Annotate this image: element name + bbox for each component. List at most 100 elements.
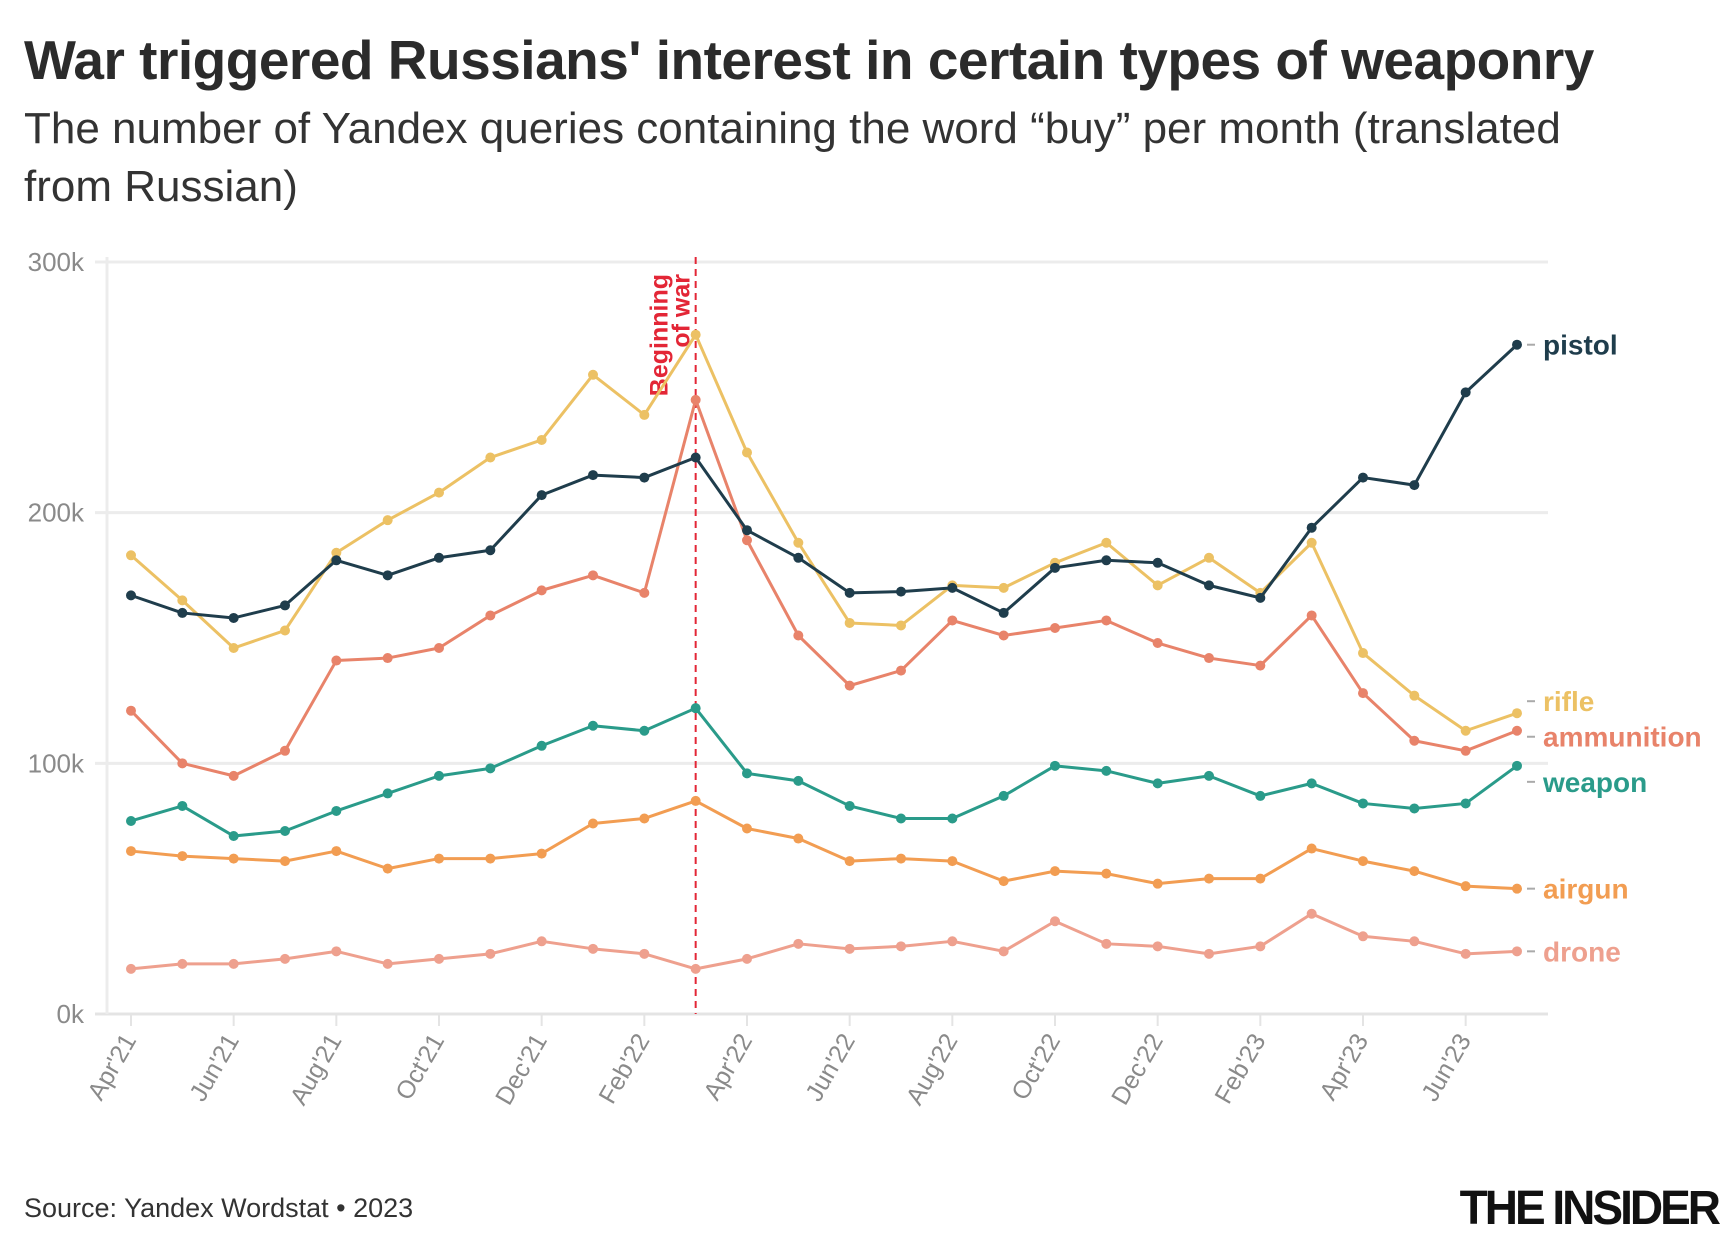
x-tick-label: Apr'21	[82, 1029, 142, 1105]
data-point-drone	[434, 953, 444, 964]
data-point-drone	[947, 936, 958, 947]
data-point-weapon	[1152, 778, 1163, 789]
data-point-weapon	[1512, 760, 1522, 771]
data-point-airgun	[793, 833, 804, 844]
data-point-ammunition	[1512, 725, 1522, 736]
data-point-weapon	[434, 770, 444, 781]
data-point-rifle	[998, 582, 1009, 593]
data-point-ammunition	[382, 653, 393, 664]
data-point-rifle	[896, 620, 906, 631]
data-point-ammunition	[1358, 688, 1368, 699]
data-point-drone	[690, 963, 701, 974]
data-point-rifle	[588, 369, 598, 380]
data-point-drone	[896, 941, 906, 952]
y-tick-label: 300k	[28, 247, 85, 277]
data-point-weapon	[1255, 790, 1266, 801]
data-point-rifle	[331, 547, 342, 558]
data-point-pistol	[1204, 580, 1214, 591]
chart-title: War triggered Russians' interest in cert…	[24, 29, 1594, 91]
data-point-drone	[382, 958, 393, 969]
data-point-ammunition	[947, 615, 958, 626]
data-point-pistol	[1409, 480, 1420, 491]
data-point-airgun	[1460, 881, 1471, 892]
data-point-pistol	[228, 612, 239, 623]
series-line-drone	[130, 912, 1518, 971]
data-point-pistol	[485, 545, 496, 556]
data-point-rifle	[793, 537, 804, 548]
data-point-drone	[1255, 941, 1266, 952]
data-point-ammunition	[126, 705, 136, 716]
data-point-airgun	[228, 853, 239, 864]
data-point-weapon	[1050, 760, 1060, 771]
data-point-drone	[742, 953, 752, 964]
data-point-airgun	[844, 856, 855, 867]
data-point-weapon	[844, 800, 855, 811]
data-point-rifle	[742, 447, 752, 458]
data-point-weapon	[1306, 778, 1317, 789]
x-tick-label: Jun'22	[800, 1029, 861, 1106]
data-point-weapon	[382, 788, 393, 799]
data-point-drone	[1460, 948, 1471, 959]
data-point-weapon	[588, 720, 598, 731]
data-point-ammunition	[1409, 735, 1420, 746]
data-point-drone	[1204, 948, 1214, 959]
data-point-weapon	[1409, 803, 1420, 814]
data-point-pistol	[434, 552, 444, 563]
y-tick-label: 100k	[28, 748, 85, 778]
data-point-weapon	[998, 790, 1009, 801]
data-point-airgun	[1204, 873, 1214, 884]
data-point-drone	[1409, 936, 1420, 947]
data-point-weapon	[1101, 765, 1112, 776]
source-note: Source: Yandex Wordstat • 2023	[24, 1193, 414, 1223]
data-point-weapon	[331, 805, 342, 816]
data-point-ammunition	[1204, 653, 1214, 664]
data-point-weapon	[126, 815, 136, 826]
data-point-pistol	[998, 607, 1009, 618]
data-point-drone	[793, 938, 804, 949]
data-point-pistol	[844, 587, 855, 598]
y-tick-label: 0k	[57, 999, 85, 1029]
data-point-ammunition	[1050, 622, 1060, 633]
data-point-ammunition	[793, 630, 804, 641]
series-line-airgun	[130, 799, 1518, 891]
data-point-airgun	[434, 853, 444, 864]
data-point-pistol	[1306, 522, 1317, 533]
data-point-ammunition	[1460, 745, 1471, 756]
data-point-drone	[485, 948, 496, 959]
data-point-pistol	[1050, 562, 1060, 573]
data-point-pistol	[1255, 592, 1266, 603]
data-point-drone	[331, 946, 342, 957]
data-point-ammunition	[536, 585, 547, 596]
data-point-airgun	[1101, 868, 1112, 879]
data-point-ammunition	[1101, 615, 1112, 626]
data-point-drone	[280, 953, 290, 964]
the-insider-logo: THE INSIDER	[1459, 1179, 1721, 1235]
data-point-rifle	[1358, 648, 1368, 659]
data-point-ammunition	[1306, 610, 1317, 621]
data-point-airgun	[588, 818, 598, 829]
data-point-weapon	[639, 725, 650, 736]
data-point-pistol	[947, 582, 958, 593]
data-point-weapon	[896, 813, 906, 824]
data-point-pistol	[1358, 472, 1368, 483]
data-point-pistol	[126, 590, 136, 601]
data-point-rifle	[1460, 725, 1471, 736]
data-point-pistol	[536, 490, 547, 501]
data-point-drone	[844, 943, 855, 954]
data-point-drone	[1152, 941, 1163, 952]
data-point-pistol	[331, 555, 342, 566]
data-point-drone	[1512, 946, 1522, 957]
chart-subtitle: The number of Yandex queries containing …	[24, 104, 1561, 211]
data-point-ammunition	[1255, 660, 1266, 671]
data-point-ammunition	[588, 570, 598, 581]
data-point-rifle	[382, 515, 393, 526]
data-point-rifle	[536, 434, 547, 445]
data-point-pistol	[382, 570, 393, 581]
data-point-pistol	[1460, 387, 1471, 398]
data-point-ammunition	[998, 630, 1009, 641]
data-point-rifle	[639, 409, 650, 420]
data-point-rifle	[434, 487, 444, 498]
data-point-rifle	[690, 329, 701, 340]
data-point-airgun	[177, 851, 188, 862]
